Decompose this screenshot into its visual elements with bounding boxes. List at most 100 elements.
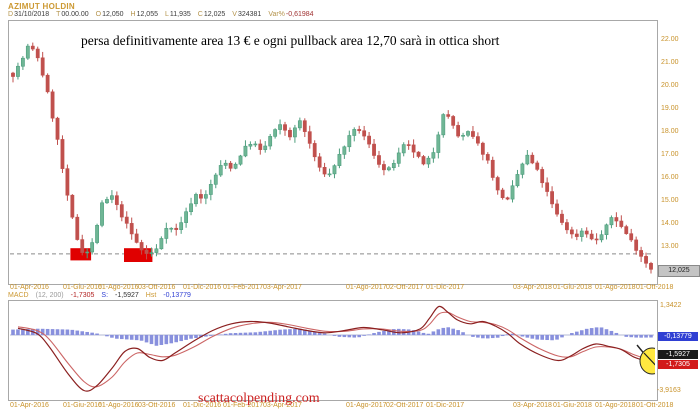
candle-body	[114, 195, 119, 205]
macd-histogram-bar	[45, 328, 50, 335]
macd-histogram-bar	[540, 335, 544, 340]
macd-histogram-bar	[510, 333, 515, 335]
macd-histogram-bar	[60, 329, 65, 335]
candle-body	[594, 238, 599, 241]
macd-histogram-bar	[634, 335, 638, 338]
candle-body	[565, 222, 569, 231]
date-tick-label: 01-Feb-2017	[223, 402, 264, 409]
macd-histogram-bar	[614, 332, 619, 335]
price-tick-label: 19.00	[661, 105, 679, 112]
candle-body	[203, 194, 208, 199]
candle-body	[495, 177, 500, 191]
candle-body	[342, 146, 347, 155]
candle-body	[154, 248, 159, 253]
macd-histogram-bar	[594, 327, 599, 335]
price-tick-label: 21.00	[661, 59, 679, 66]
date-tick-label: 01-Feb-2017	[223, 284, 264, 291]
candle-body	[560, 213, 564, 223]
macd-histogram-bar	[110, 335, 114, 338]
macd-histogram-bar	[139, 335, 144, 341]
date-tick-label: 01-Ott-2018	[636, 402, 674, 409]
macd-histogram-bar	[307, 330, 312, 335]
macd-histogram-bar	[90, 332, 94, 335]
candle-body	[55, 117, 60, 140]
candle-body	[90, 242, 95, 253]
candle-body	[574, 233, 579, 237]
macd-histogram-bar	[105, 335, 109, 337]
macd-histogram-bar	[500, 335, 505, 337]
candle-body	[297, 120, 302, 129]
candle-body	[40, 57, 45, 76]
ohlc-quote-row: D31/10/2018 T00.00.00 O12,050 H12,055 L11,93…	[8, 11, 321, 18]
candle-body	[233, 163, 238, 169]
macd-histogram-bar	[525, 335, 530, 338]
candle-body	[85, 251, 90, 254]
candle-body	[253, 143, 258, 146]
macd-histogram-bar	[495, 335, 500, 338]
date-tick-label: 01-Giu-2018	[553, 402, 592, 409]
macd-histogram-bar	[129, 335, 134, 340]
price-tick-label: 15.00	[661, 197, 679, 204]
macd-histogram-bar	[485, 335, 490, 339]
candle-body	[490, 159, 495, 178]
candle-body	[644, 256, 648, 264]
macd-histogram-bar	[233, 333, 238, 335]
macd-histogram-bar	[545, 335, 549, 341]
macd-histogram-bar	[367, 334, 371, 335]
date-axis-macd: 01-Apr-2016 01-Giu-2016 01-Ago-2016 03-Ott-…	[8, 402, 700, 411]
macd-histogram-bar	[347, 335, 352, 338]
macd-histogram-bar	[382, 330, 386, 335]
macd-histogram-bar	[362, 335, 366, 336]
last-price-box: 12,025	[658, 265, 700, 277]
macd-histogram-bar	[505, 334, 510, 335]
price-panel: persa definitivamente area 13 € e ogni p…	[8, 20, 658, 285]
macd-histogram-bar	[120, 335, 124, 340]
candle-body	[362, 130, 367, 137]
price-tick-label: 22.00	[661, 36, 679, 43]
macd-header-token: MACD	[8, 292, 29, 299]
macd-histogram-bar	[70, 329, 75, 335]
candle-body	[520, 163, 525, 175]
price-tick-label: 16.00	[661, 174, 679, 181]
candle-body	[273, 129, 278, 137]
date-tick-label: 03-Apr-2017	[263, 402, 302, 409]
macd-axis-max-label: 1,3422	[660, 302, 682, 309]
quote-token: H12,055	[130, 11, 158, 18]
candle-body	[451, 116, 456, 126]
macd-histogram-bar	[550, 335, 554, 341]
macd-histogram-bar	[352, 335, 357, 338]
macd-histogram-bar	[624, 335, 629, 337]
candle-body	[179, 222, 184, 230]
candle-body	[456, 125, 461, 137]
candle-body	[525, 154, 530, 165]
date-tick-label: 01-Ago-2016	[98, 284, 139, 291]
candle-body	[461, 134, 465, 137]
macd-chart	[10, 305, 655, 392]
candle-body	[337, 154, 342, 166]
macd-histogram-bar	[273, 330, 277, 335]
macd-line	[17, 305, 647, 392]
macd-histogram-bar	[337, 335, 342, 337]
candle-body	[124, 216, 129, 224]
macd-histogram-bar	[535, 335, 540, 340]
candle-body	[332, 165, 337, 175]
macd-histogram-bar	[416, 331, 421, 335]
macd-histogram-bar	[253, 332, 258, 335]
candle-body	[382, 164, 386, 171]
macd-histogram-bar	[421, 332, 426, 335]
macd-histogram-bar	[584, 328, 589, 335]
candle-body	[100, 202, 104, 226]
macd-histogram-bar	[223, 333, 228, 335]
candle-body	[505, 197, 510, 200]
macd-histogram-bar	[248, 332, 253, 335]
candle-body	[95, 225, 99, 243]
candle-body	[288, 129, 292, 138]
candle-body	[45, 74, 50, 93]
macd-histogram-bar	[243, 332, 248, 335]
candle-body	[70, 194, 75, 218]
candle-body	[293, 127, 297, 138]
macd-histogram-bar	[11, 329, 15, 335]
candle-body	[510, 185, 515, 200]
macd-histogram-bar	[490, 335, 495, 339]
